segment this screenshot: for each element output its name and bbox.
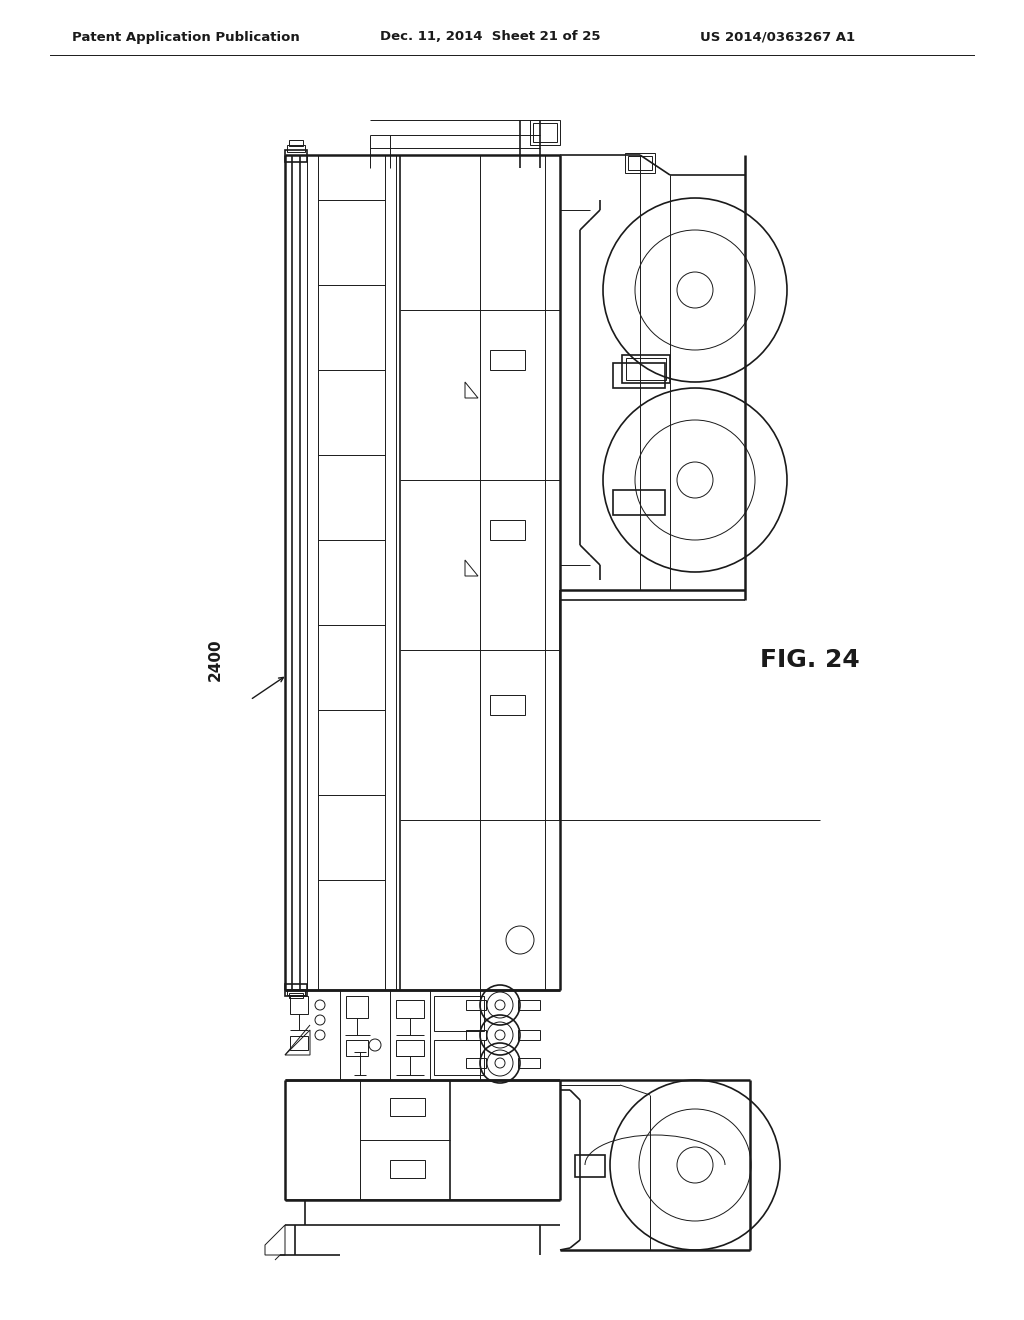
Bar <box>518 1059 540 1068</box>
Bar <box>490 350 525 370</box>
Text: Patent Application Publication: Patent Application Publication <box>72 30 300 44</box>
Bar <box>534 123 557 143</box>
Bar <box>466 1059 486 1068</box>
Bar <box>285 983 307 997</box>
Bar <box>434 997 484 1031</box>
Bar <box>490 520 525 540</box>
Bar <box>625 153 655 173</box>
Bar <box>613 490 665 515</box>
Text: FIG. 24: FIG. 24 <box>760 648 860 672</box>
Bar <box>626 358 666 380</box>
Bar <box>390 1098 425 1115</box>
Bar <box>287 989 305 995</box>
Bar <box>613 363 665 388</box>
Bar <box>396 1040 424 1056</box>
Bar <box>575 1155 605 1177</box>
Text: Dec. 11, 2014  Sheet 21 of 25: Dec. 11, 2014 Sheet 21 of 25 <box>380 30 600 44</box>
Bar <box>346 997 368 1018</box>
Bar <box>290 997 308 1014</box>
Bar <box>466 1001 486 1010</box>
Text: US 2014/0363267 A1: US 2014/0363267 A1 <box>700 30 855 44</box>
Bar <box>285 150 307 162</box>
Bar <box>287 145 305 152</box>
Bar <box>628 156 652 170</box>
Bar <box>290 1036 308 1049</box>
Bar <box>396 1001 424 1018</box>
Text: 2400: 2400 <box>208 639 222 681</box>
Bar <box>622 355 670 383</box>
Bar <box>518 1030 540 1040</box>
Bar <box>490 696 525 715</box>
Bar <box>346 1040 368 1056</box>
Bar <box>434 1040 484 1074</box>
Bar <box>289 993 303 998</box>
Bar <box>466 1030 486 1040</box>
Bar <box>390 1160 425 1177</box>
Bar <box>289 140 303 147</box>
Bar <box>518 1001 540 1010</box>
Bar <box>530 120 560 145</box>
